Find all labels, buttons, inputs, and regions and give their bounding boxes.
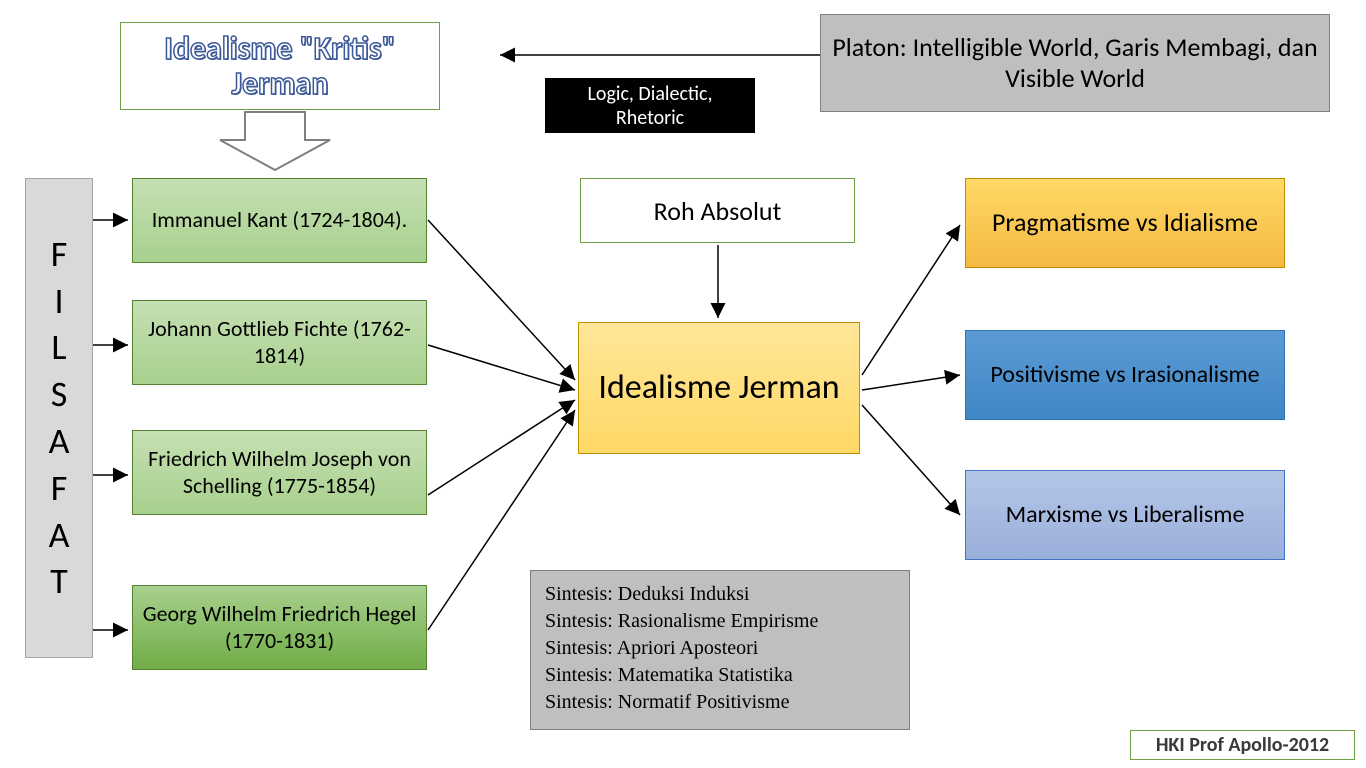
philosopher-fichte: Johann Gottlieb Fichte (1762-1814)	[132, 300, 427, 385]
pragmatisme-box: Pragmatisme vs Idialisme	[965, 178, 1285, 268]
philosopher-kant: Immanuel Kant (1724-1804).	[132, 178, 427, 263]
credit-label: HKI Prof Apollo-2012	[1130, 730, 1355, 760]
platon-box: Platon: Intelligible World, Garis Membag…	[820, 14, 1330, 112]
philosopher-schelling: Friedrich Wilhelm Joseph von Schelling (…	[132, 430, 427, 515]
black-logic-box: Logic, Dialectic, Rhetoric	[545, 78, 755, 133]
idealisme-jerman-center: Idealisme Jerman	[578, 322, 860, 454]
filsafat-label: FILSAFAT	[25, 178, 93, 658]
philosopher-hegel: Georg Wilhelm Friedrich Hegel (1770-1831…	[132, 585, 427, 670]
marxisme-box: Marxisme vs Liberalisme	[965, 470, 1285, 560]
title-idealisme-kritis: Idealisme "Kritis" Jerman	[120, 22, 440, 110]
roh-absolut-box: Roh Absolut	[580, 178, 855, 243]
filsafat-text: FILSAFAT	[49, 231, 70, 605]
sintesis-box: Sintesis: Deduksi Induksi Sintesis: Rasi…	[530, 570, 910, 730]
positivisme-box: Positivisme vs Irasionalisme	[965, 330, 1285, 420]
